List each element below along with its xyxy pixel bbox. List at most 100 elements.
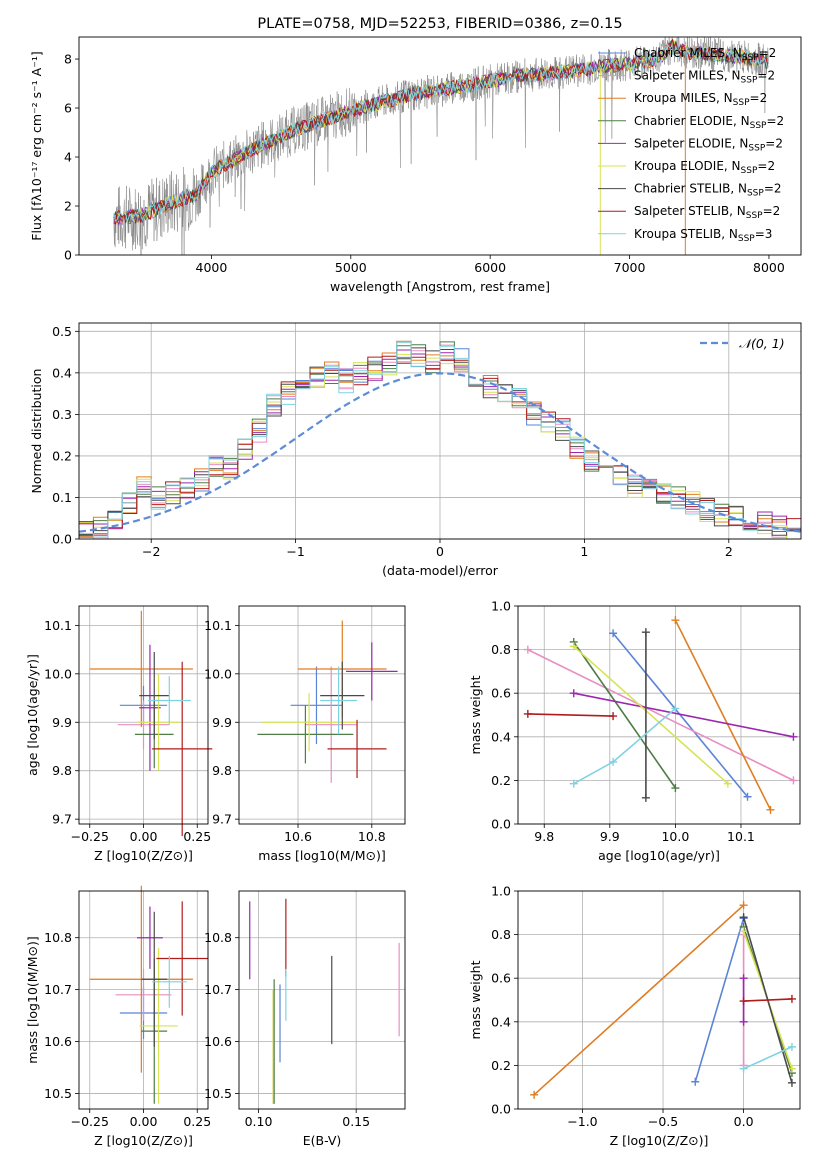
y-tick-label: 10.8 bbox=[204, 930, 232, 945]
weight-marker bbox=[787, 1078, 796, 1087]
x-tick-label: 6000 bbox=[474, 260, 506, 275]
y-tick-label: 10.1 bbox=[204, 618, 232, 633]
residual-histogram bbox=[79, 355, 801, 535]
y-tick-label: 10.6 bbox=[44, 1034, 72, 1049]
x-tick-label: −0.25 bbox=[71, 1114, 109, 1129]
x-tick-label: −0.5 bbox=[648, 1114, 678, 1129]
weight-marker bbox=[743, 792, 752, 801]
weight-line bbox=[573, 707, 676, 785]
legend-sub: SSP bbox=[750, 121, 767, 131]
y-tick-label: 2 bbox=[64, 199, 72, 214]
weight-marker bbox=[766, 805, 775, 814]
y-axis-label: Flux [fλ10⁻¹⁷ erg cm⁻² s⁻¹ A⁻¹] bbox=[29, 51, 44, 240]
y-tick-label: 9.9 bbox=[52, 715, 72, 730]
legend-tail: =2 bbox=[759, 46, 777, 60]
age-vs-Z-points bbox=[89, 610, 213, 837]
x-tick-label: −1 bbox=[286, 544, 304, 559]
weight-vs-age-lines bbox=[523, 616, 798, 814]
weight-line bbox=[527, 713, 614, 717]
weight-marker bbox=[671, 704, 680, 713]
y-tick-label: 0.4 bbox=[491, 729, 511, 744]
legend-name: Salpeter STELIB, N bbox=[634, 204, 746, 218]
weight-line bbox=[573, 645, 729, 785]
x-axis-label: (data-model)/error bbox=[382, 563, 499, 578]
y-tick-label: 10.1 bbox=[44, 618, 72, 633]
residual-histogram bbox=[79, 342, 801, 538]
x-tick-label: 0.25 bbox=[183, 829, 211, 844]
x-tick-label: 10.1 bbox=[727, 829, 755, 844]
legend-label: Kroupa ELODIE, NSSP=2 bbox=[634, 159, 775, 176]
weight-marker bbox=[787, 994, 796, 1003]
mass-vs-Z-frame bbox=[78, 890, 209, 1110]
y-tick-label: 0.1 bbox=[52, 490, 72, 505]
y-tick-label: 0 bbox=[64, 248, 72, 263]
legend-label: Chabrier ELODIE, NSSP=2 bbox=[634, 114, 784, 131]
weight-marker bbox=[569, 642, 578, 651]
x-axis-label: wavelength [Angstrom, rest frame] bbox=[330, 279, 550, 294]
x-tick-label: 0.00 bbox=[130, 829, 158, 844]
x-axis-label: Z [log10(Z/Z⊙)] bbox=[94, 848, 193, 863]
y-tick-label: 1.0 bbox=[491, 884, 511, 899]
weight-marker bbox=[641, 793, 650, 802]
x-tick-label: 7000 bbox=[614, 260, 646, 275]
y-tick-label: 10.0 bbox=[44, 666, 72, 681]
weight-marker bbox=[671, 616, 680, 625]
y-axis-label: mass [log10(M/M⊙)] bbox=[25, 936, 40, 1064]
legend-label: Chabrier STELIB, NSSP=2 bbox=[634, 182, 782, 199]
y-tick-label: 9.7 bbox=[52, 812, 72, 827]
x-tick-label: 4000 bbox=[196, 260, 228, 275]
y-tick-label: 0.4 bbox=[491, 1014, 511, 1029]
weight-line bbox=[573, 641, 677, 789]
x-tick-label: 10.8 bbox=[358, 829, 386, 844]
y-tick-label: 10.8 bbox=[44, 930, 72, 945]
spectrum-frame bbox=[78, 36, 802, 256]
y-axis-label: age [log10(age/yr)] bbox=[25, 654, 40, 776]
weight-marker bbox=[691, 1077, 700, 1086]
x-tick-label: 0.10 bbox=[245, 1114, 273, 1129]
weight-marker bbox=[609, 757, 618, 766]
y-tick-label: 1.0 bbox=[491, 599, 511, 614]
legend-sub: SSP bbox=[746, 211, 763, 221]
x-tick-label: 0.00 bbox=[130, 1114, 158, 1129]
weight-line bbox=[743, 998, 792, 1002]
y-tick-label: 10.6 bbox=[204, 1034, 232, 1049]
model-spectrum bbox=[113, 38, 769, 225]
legend-name: Kroupa ELODIE, N bbox=[634, 159, 741, 173]
legend-sub: SSP bbox=[742, 53, 759, 63]
x-tick-label: −1.0 bbox=[567, 1114, 597, 1129]
weight-marker bbox=[739, 997, 748, 1006]
y-tick-label: 0.8 bbox=[491, 927, 511, 942]
y-tick-label: 4 bbox=[64, 150, 72, 165]
y-tick-label: 8 bbox=[64, 52, 72, 67]
legend-sub: SSP bbox=[733, 98, 750, 108]
weight-marker bbox=[523, 709, 532, 718]
legend-label: Salpeter MILES, NSSP=2 bbox=[634, 69, 775, 86]
weight-line bbox=[527, 648, 794, 782]
y-tick-label: 9.8 bbox=[52, 763, 72, 778]
legend-sub: SSP bbox=[747, 189, 764, 199]
legend-tail: =2 bbox=[763, 204, 781, 218]
weight-line bbox=[743, 1046, 793, 1070]
y-tick-label: 10.5 bbox=[204, 1086, 232, 1101]
y-tick-label: 0.6 bbox=[491, 971, 511, 986]
weight-line bbox=[573, 692, 794, 738]
normal-curve bbox=[79, 372, 801, 533]
weight-marker bbox=[739, 927, 748, 936]
weight-vs-age-frame bbox=[517, 605, 801, 825]
y-axis-label: mass weight bbox=[468, 675, 483, 754]
legend-sub: SSP bbox=[741, 76, 758, 86]
weight-marker bbox=[787, 1064, 796, 1073]
weight-marker bbox=[739, 913, 748, 922]
y-tick-label: 6 bbox=[64, 101, 72, 116]
chart-title: PLATE=0758, MJD=52253, FIBERID=0386, z=0… bbox=[257, 16, 622, 32]
age-vs-Z-frame bbox=[78, 605, 209, 825]
legend-tail: =2 bbox=[765, 136, 783, 150]
y-tick-label: 9.9 bbox=[212, 715, 232, 730]
weight-marker bbox=[569, 779, 578, 788]
weight-line bbox=[694, 918, 745, 1083]
x-tick-label: 9.9 bbox=[600, 829, 620, 844]
weight-marker bbox=[569, 689, 578, 698]
y-axis-label: Normed distribution bbox=[29, 369, 44, 494]
